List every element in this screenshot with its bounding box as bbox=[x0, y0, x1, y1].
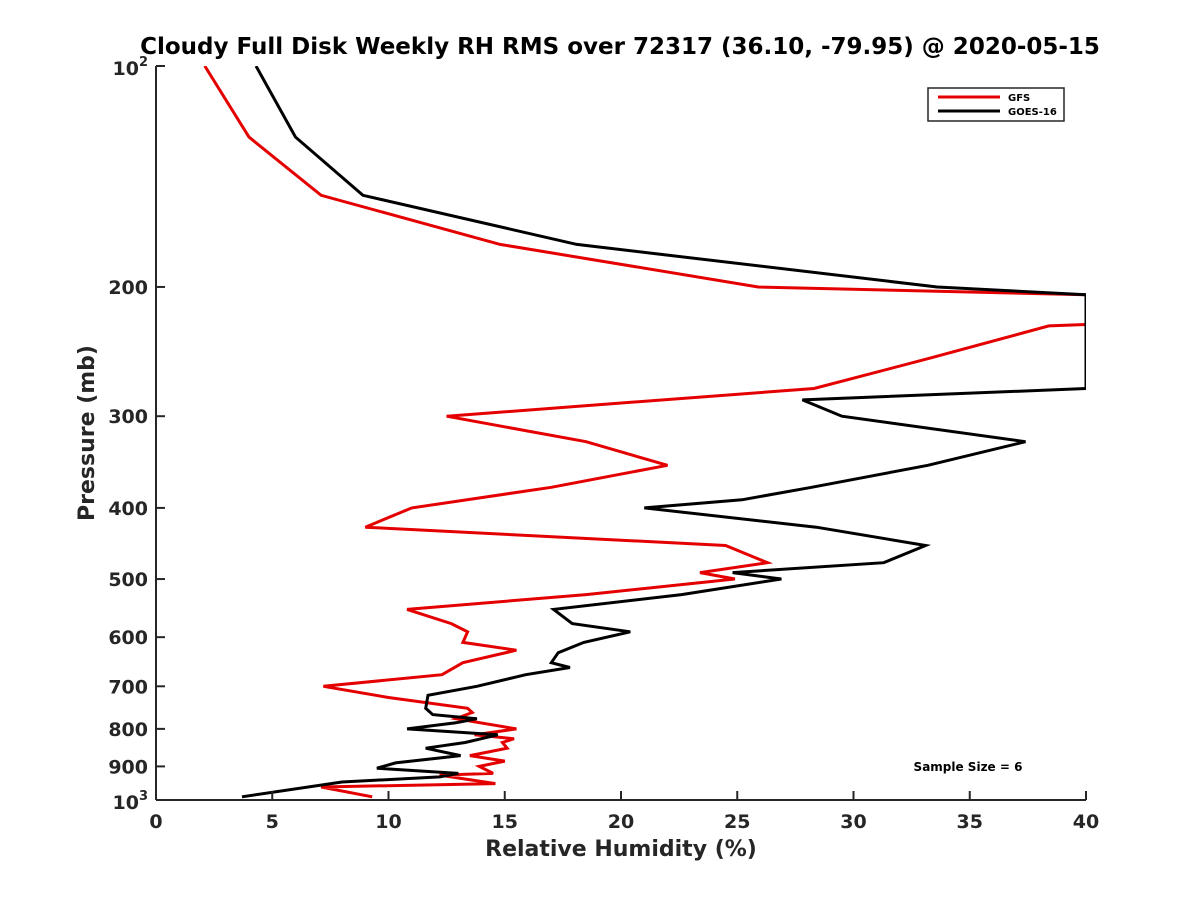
x-tick-label: 35 bbox=[957, 811, 983, 833]
y-tick-label: 300 bbox=[108, 406, 148, 428]
x-tick-label: 30 bbox=[840, 811, 866, 833]
y-tick-label: 800 bbox=[108, 719, 148, 741]
x-tick-label: 5 bbox=[266, 811, 279, 833]
axes: 0 5 10 15 20 25 30 35 40 102 200 300 400 500 600 700 800… bbox=[108, 55, 1099, 833]
series-line-gfs bbox=[203, 66, 1086, 799]
y-axis-label: Pressure (mb) bbox=[75, 345, 100, 521]
y-tick-label: 103 bbox=[113, 789, 149, 814]
sample-size-annotation: Sample Size = 6 bbox=[914, 760, 1023, 774]
y-tick-label: 700 bbox=[108, 676, 148, 698]
x-tick-label: 20 bbox=[608, 811, 634, 833]
x-tick-label: 10 bbox=[375, 811, 401, 833]
y-tick-label: 400 bbox=[108, 498, 148, 520]
x-tick-label: 25 bbox=[724, 811, 750, 833]
y-tick-label: 102 bbox=[113, 55, 149, 80]
y-tick-label: 900 bbox=[108, 756, 148, 778]
series-line-goes-16 bbox=[241, 66, 1086, 799]
legend: GFS GOES-16 bbox=[927, 87, 1065, 122]
plot-area bbox=[203, 66, 1086, 799]
legend-box bbox=[927, 87, 1065, 122]
x-tick-label: 15 bbox=[492, 811, 518, 833]
y-tick-label: 500 bbox=[108, 569, 148, 591]
x-tick-label: 0 bbox=[149, 811, 162, 833]
legend-label: GFS bbox=[1008, 93, 1030, 104]
chart-title: Cloudy Full Disk Weekly RH RMS over 7231… bbox=[140, 34, 1100, 60]
y-tick-label: 600 bbox=[108, 627, 148, 649]
legend-label: GOES-16 bbox=[1008, 107, 1057, 118]
x-axis-label: Relative Humidity (%) bbox=[485, 837, 757, 862]
x-tick-label: 40 bbox=[1073, 811, 1099, 833]
y-tick-label: 200 bbox=[108, 277, 148, 299]
